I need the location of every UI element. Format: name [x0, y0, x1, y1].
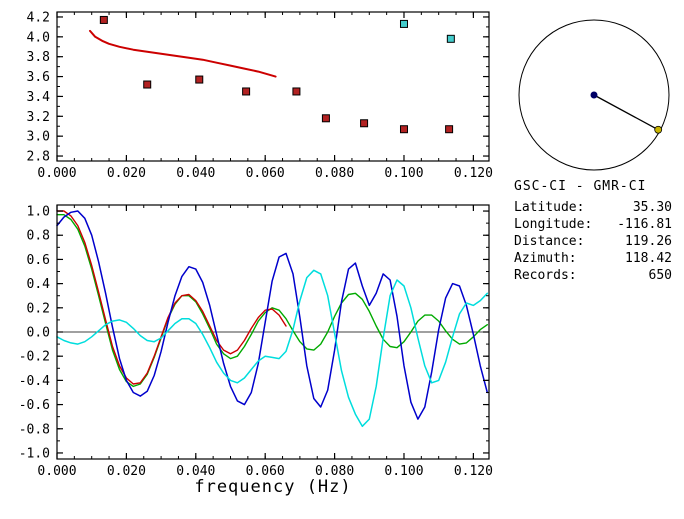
info-row-latitude: Latitude: 35.30 — [514, 199, 672, 216]
info-label: Azimuth: — [514, 251, 577, 266]
x-tick-label: 0.020 — [107, 166, 146, 181]
station-info-panel: GSC-CI - GMR-CI Latitude: 35.30 Longitud… — [514, 179, 672, 284]
map-circle — [518, 19, 670, 171]
marker-square — [143, 80, 152, 89]
azimuth-line — [593, 94, 659, 131]
x-tick-label: 0.100 — [384, 464, 423, 479]
y-tick-label: -0.8 — [19, 422, 50, 437]
y-tick-label: 3.0 — [27, 130, 50, 145]
x-tick-label: 0.100 — [384, 166, 423, 181]
x-tick-label: 0.120 — [454, 166, 493, 181]
marker-square — [399, 125, 408, 134]
info-label: Records: — [514, 268, 577, 283]
x-tick-label: 0.040 — [176, 166, 215, 181]
info-value: -116.81 — [617, 217, 672, 232]
y-tick-label: 3.2 — [27, 110, 50, 125]
series-cross-spectrum-red — [56, 210, 287, 385]
x-tick-label: 0.020 — [107, 464, 146, 479]
marker-square — [445, 125, 454, 134]
y-tick-label: -0.6 — [19, 398, 50, 413]
y-tick-label: -1.0 — [19, 446, 50, 461]
marker-square — [446, 34, 455, 43]
series-reference-dispersion-curve — [89, 29, 277, 78]
series-group-velocity-measurements — [99, 15, 454, 134]
marker-square — [292, 87, 301, 96]
y-tick-label: 3.4 — [27, 90, 51, 105]
y-tick-label: 2.8 — [27, 150, 50, 165]
info-value: 35.30 — [632, 200, 672, 215]
y-tick-label: 0.0 — [27, 326, 50, 341]
marker-square — [360, 119, 369, 128]
info-row-longitude: Longitude: -116.81 — [514, 216, 672, 233]
info-row-azimuth: Azimuth: 118.42 — [514, 250, 672, 267]
info-row-records: Records: 650 — [514, 267, 672, 284]
info-value: 118.42 — [625, 251, 672, 266]
y-tick-label: 4.0 — [27, 30, 50, 45]
info-label: Longitude: — [514, 217, 593, 232]
plot-frame — [56, 11, 490, 162]
axis-ticks — [56, 12, 489, 161]
marker-square — [99, 15, 108, 24]
y-tick-label: 0.4 — [27, 277, 51, 292]
x-tick-label: 0.060 — [246, 166, 285, 181]
marker-square — [242, 87, 251, 96]
info-value: 650 — [648, 268, 672, 283]
center-station-dot — [590, 91, 598, 99]
y-tick-label: 4.2 — [27, 10, 50, 25]
x-tick-label: 0.080 — [315, 166, 354, 181]
info-label: Distance: — [514, 234, 585, 249]
x-tick-label: 0.000 — [37, 464, 76, 479]
station-pair-title: GSC-CI - GMR-CI — [514, 179, 647, 194]
y-tick-label: 0.6 — [27, 253, 50, 268]
y-tick-label: 0.2 — [27, 301, 50, 316]
series-cross-spectrum-cyan — [56, 269, 489, 428]
marker-square — [321, 114, 330, 123]
marker-square — [399, 19, 408, 28]
waveforms-plot: 0.000 0.020 0.040 0.060 0.080 0.100 0.120 -1.0 -… — [19, 204, 493, 479]
x-tick-label: 0.120 — [454, 464, 493, 479]
series-flagged-measurements — [399, 19, 455, 43]
info-value: 119.26 — [625, 234, 672, 249]
y-tick-label: 3.6 — [27, 70, 50, 85]
x-tick-label: 0.060 — [246, 464, 285, 479]
dispersion-plot: 0.000 0.020 0.040 0.060 0.080 0.100 0.120 2.8 3.… — [27, 10, 493, 181]
y-tick-label: 0.8 — [27, 229, 50, 244]
info-label: Latitude: — [514, 200, 585, 215]
y-tick-label: 3.8 — [27, 50, 50, 65]
axis-ticks — [56, 205, 489, 459]
x-tick-label: 0.080 — [315, 464, 354, 479]
info-row-distance: Distance: 119.26 — [514, 233, 672, 250]
series-cross-spectrum-blue — [56, 210, 489, 420]
marker-square — [195, 75, 204, 84]
x-axis-title: frequency (Hz) — [194, 477, 352, 497]
y-tick-label: -0.4 — [19, 374, 50, 389]
station-map — [518, 19, 670, 171]
remote-station-dot — [654, 125, 663, 134]
x-tick-label: 0.040 — [176, 464, 215, 479]
x-tick-label: 0.000 — [37, 166, 76, 181]
y-tick-label: 1.0 — [27, 205, 50, 220]
y-tick-label: -0.2 — [19, 350, 50, 365]
